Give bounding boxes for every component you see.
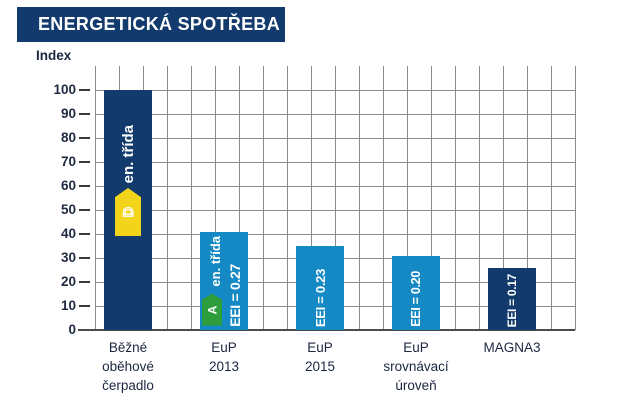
gridline-horizontal (95, 138, 575, 139)
gridline-vertical (167, 66, 168, 330)
bar: EEI = 0.17 (488, 267, 536, 330)
eei-label-text: EEI = 0.17 (505, 273, 519, 327)
x-category-label-line: MAGNA3 (483, 340, 541, 355)
gridline-vertical (191, 66, 192, 330)
energy-class-letter: D (119, 206, 136, 218)
gridline-horizontal (95, 210, 575, 211)
eei-label-text: EEI = 0.27 (227, 264, 243, 327)
bar: EEI = 0.20 (392, 255, 440, 330)
bar: EEI = 0.23 (296, 246, 344, 330)
gridline-vertical (407, 66, 408, 330)
bar-inner-label-text: en. třída (119, 125, 137, 184)
y-tick-mark (79, 257, 90, 259)
eei-label: EEI = 0.20 (407, 271, 425, 327)
y-tick-label: 60 (60, 178, 76, 193)
y-tick-mark (79, 209, 90, 211)
eei-label-text: EEI = 0.20 (409, 271, 423, 327)
gridline-vertical (551, 66, 552, 330)
eei-label: EEI = 0.23 (311, 269, 329, 327)
x-category-label-line: EuP (211, 340, 237, 355)
x-category-label: MAGNA3 (447, 338, 577, 357)
gridline-horizontal (95, 234, 575, 235)
gridline-vertical (359, 66, 360, 330)
eei-label: EEI = 0.17 (503, 274, 521, 327)
gridline-horizontal (95, 90, 575, 91)
y-tick-label: 90 (60, 106, 76, 121)
y-tick-mark (79, 233, 90, 235)
y-axis-label: Index (36, 48, 72, 63)
x-category-label: EuP 2013 (159, 338, 289, 376)
gridline-vertical (455, 66, 456, 330)
x-category-label-line: EuP (307, 340, 333, 355)
y-tick-mark (79, 281, 90, 283)
y-tick-label: 100 (53, 82, 76, 97)
energy-class-letter: A (204, 305, 219, 314)
y-tick-label: 40 (60, 226, 76, 241)
x-category-label-line: srovnávací (383, 359, 449, 374)
y-tick-mark (79, 185, 90, 187)
x-axis-line (78, 329, 575, 331)
gridline-vertical (311, 66, 312, 330)
bar: en. třída D (104, 90, 152, 330)
y-tick-mark (79, 89, 90, 91)
energy-class-tag: A (202, 293, 222, 326)
y-tick-mark (79, 161, 90, 163)
y-tick-label: 70 (60, 154, 76, 169)
gridline-horizontal (95, 186, 575, 187)
x-category-label-line: Běžné (108, 340, 148, 355)
x-category-label-line: oběhové (102, 359, 154, 374)
x-category-label: EuP 2015 (255, 338, 385, 376)
bar: en. třída A EEI = 0.27 (200, 231, 248, 330)
gridline-vertical (239, 66, 240, 330)
x-category-label-line: 2013 (208, 359, 240, 374)
eei-label-text: EEI = 0.23 (312, 268, 328, 327)
y-tick-label: 80 (60, 130, 76, 145)
gridline-vertical (287, 66, 288, 330)
y-tick-label: 50 (60, 202, 76, 217)
y-tick-label: 20 (60, 274, 76, 289)
gridline-vertical (527, 66, 528, 330)
x-category-label-line: úroveň (395, 378, 437, 393)
gridline-horizontal (95, 114, 575, 115)
gridline-vertical (215, 66, 216, 330)
x-category-label-line: 2015 (304, 359, 336, 374)
y-tick-mark (79, 113, 90, 115)
gridline-horizontal (95, 162, 575, 163)
bar-inner-label-text: en. třída (207, 235, 223, 287)
gridline-vertical (431, 66, 432, 330)
x-category-label: Běžné oběhové čerpadlo (63, 338, 193, 395)
gridline-vertical (95, 66, 96, 330)
bar-inner-label: en. třída (206, 236, 224, 287)
eei-label: EEI = 0.27 (226, 264, 244, 327)
y-tick-label: 30 (60, 250, 76, 265)
gridline-vertical (335, 66, 336, 330)
energy-class-tag: D (115, 188, 141, 236)
gridline-vertical (479, 66, 480, 330)
gridline-vertical (383, 66, 384, 330)
x-category-label: EuP srovnávací úroveň (351, 338, 481, 395)
gridline-vertical (575, 66, 576, 330)
x-category-label-line: EuP (403, 340, 429, 355)
y-tick-label: 10 (60, 298, 76, 313)
gridline-vertical (263, 66, 264, 330)
y-tick-mark (79, 305, 90, 307)
y-tick-label: 0 (68, 322, 76, 337)
gridline-vertical (503, 66, 504, 330)
y-tick-mark (79, 137, 90, 139)
x-category-label-line: čerpadlo (102, 378, 154, 393)
chart-title: ENERGETICKÁ SPOTŘEBA (17, 7, 285, 42)
bar-inner-label: en. třída (119, 125, 137, 183)
